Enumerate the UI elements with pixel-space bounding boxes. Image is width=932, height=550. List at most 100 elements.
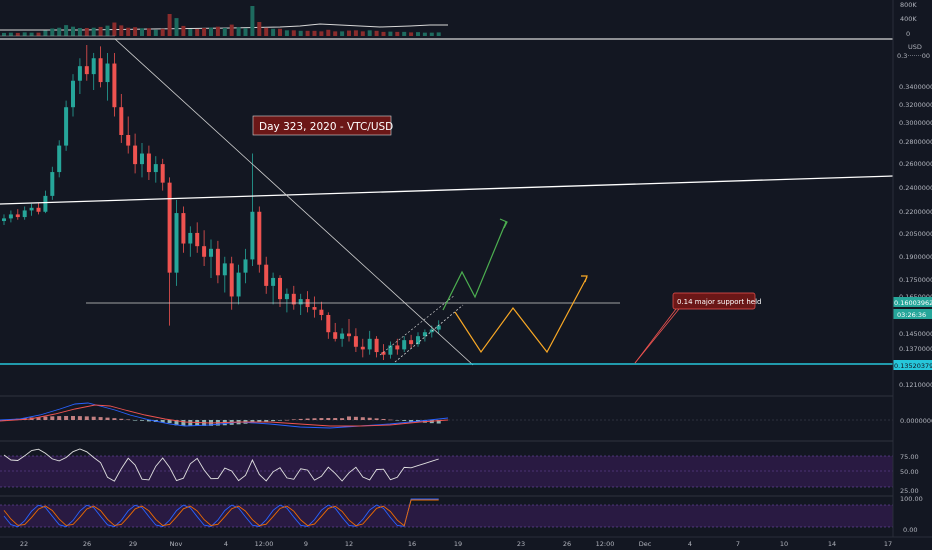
macd-bar <box>43 416 48 420</box>
volume-bar <box>250 6 255 36</box>
volume-bar <box>209 27 213 36</box>
volume-bar <box>402 31 407 36</box>
rsi-tick-75: 75.00 <box>900 453 919 461</box>
candle-body <box>119 107 124 135</box>
macd-pane: 0.00000000 <box>0 395 932 429</box>
volume-bar <box>50 28 55 36</box>
candle-body <box>50 172 55 196</box>
volume-bar <box>291 30 296 36</box>
rsi-tick-25: 25.00 <box>900 487 919 495</box>
macd-bar <box>91 416 96 420</box>
volume-bar <box>84 27 89 36</box>
time-tick: 7 <box>736 540 740 548</box>
candle-body <box>374 338 379 353</box>
macd-bar <box>347 416 351 420</box>
volume-bar <box>381 31 386 36</box>
candle-body <box>84 66 89 75</box>
macd-bar <box>305 418 310 420</box>
projection-green-path[interactable] <box>442 221 507 311</box>
price-tick: 0.24000000 <box>899 184 932 192</box>
volume-bar <box>284 30 289 36</box>
time-tick: 9 <box>304 540 308 548</box>
candle-body <box>388 345 393 355</box>
projection-orange-arrowhead <box>581 275 588 283</box>
volume-bar <box>98 26 103 36</box>
macd-bar <box>284 419 289 421</box>
instrument-label[interactable]: Day 323, 2020 - VTC/USD <box>252 115 393 136</box>
candle-body <box>174 213 179 273</box>
volume-bar <box>64 25 69 36</box>
volume-bar <box>8 32 13 36</box>
time-tick: 14 <box>828 540 836 548</box>
volume-bar <box>36 32 41 36</box>
volume-bar <box>112 22 117 36</box>
price-tick: 0.32000000 <box>899 101 932 109</box>
candle-body <box>43 195 48 212</box>
volume-bar <box>395 31 400 36</box>
macd-bar <box>257 420 262 423</box>
volume-bar <box>229 24 234 36</box>
candle-body <box>236 272 241 297</box>
volume-bar <box>360 31 365 36</box>
macd-bar <box>167 420 172 424</box>
candle-body <box>36 207 41 212</box>
price-tick: 0.13700000 <box>899 345 932 353</box>
volume-bar <box>181 25 186 36</box>
candle-body <box>133 145 138 165</box>
upper-trendline[interactable] <box>0 175 894 205</box>
candle-body <box>271 277 276 286</box>
volume-bar <box>29 32 34 36</box>
volume-bar <box>367 30 372 36</box>
channel-dashed-upper <box>379 294 456 356</box>
volume-bar <box>436 32 441 36</box>
macd-bar <box>271 420 276 422</box>
volume-bar <box>326 29 331 36</box>
price-axis-ticks: 0.34000000 0.32000000 0.30000000 0.28000000… <box>899 83 932 389</box>
macd-bar <box>36 417 41 420</box>
macd-bar <box>174 420 179 426</box>
candle-body <box>105 63 110 83</box>
macd-bar <box>291 419 296 420</box>
instrument-label-text: Day 323, 2020 - VTC/USD <box>259 121 393 133</box>
time-tick: Dec <box>639 540 652 548</box>
volume-bar <box>215 26 220 36</box>
volume-bar <box>298 30 303 36</box>
candle-body <box>57 145 62 173</box>
macd-bar <box>71 416 75 420</box>
candle-body <box>243 259 248 273</box>
volume-bar <box>312 30 317 36</box>
time-tick: 23 <box>517 540 525 548</box>
candle-body <box>360 346 365 350</box>
price-tick: 0.12100000 <box>899 381 932 389</box>
projection-orange-path[interactable] <box>454 276 588 354</box>
macd-bar <box>333 418 338 420</box>
volume-bar <box>202 27 207 36</box>
candle-body <box>146 153 151 173</box>
candle-body <box>140 153 144 165</box>
descending-trendline[interactable] <box>114 38 474 366</box>
stoch-d-line <box>3 499 439 527</box>
candle-body <box>29 207 34 211</box>
candle-body <box>284 293 289 300</box>
projection-green-arrowhead <box>499 218 508 229</box>
volume-bar <box>153 29 158 36</box>
volume-bar <box>174 18 179 36</box>
candle-body <box>353 336 358 347</box>
volume-tick-800k: 800K <box>900 1 917 9</box>
signal-line <box>0 404 449 427</box>
volume-bars <box>2 6 441 36</box>
price-tick: 0.19000000 <box>899 253 932 261</box>
time-axis-ticks: 22 26 29 Nov 4 12:00 9 12 16 19 23 26 12:00 Dec 4 7 10 14… <box>20 540 892 548</box>
time-tick: 4 <box>688 540 692 548</box>
time-tick: 12 <box>345 540 353 548</box>
volume-bar <box>22 32 27 36</box>
macd-bar <box>84 416 89 420</box>
volume-bar <box>429 32 434 36</box>
macd-bar <box>395 420 400 421</box>
price-tick: 0.30000000 <box>899 119 932 127</box>
support-annotation[interactable]: 0.14 major support held <box>634 292 761 364</box>
time-tick: 26 <box>83 540 91 548</box>
candle-body <box>250 211 255 260</box>
candle-body <box>160 164 165 183</box>
